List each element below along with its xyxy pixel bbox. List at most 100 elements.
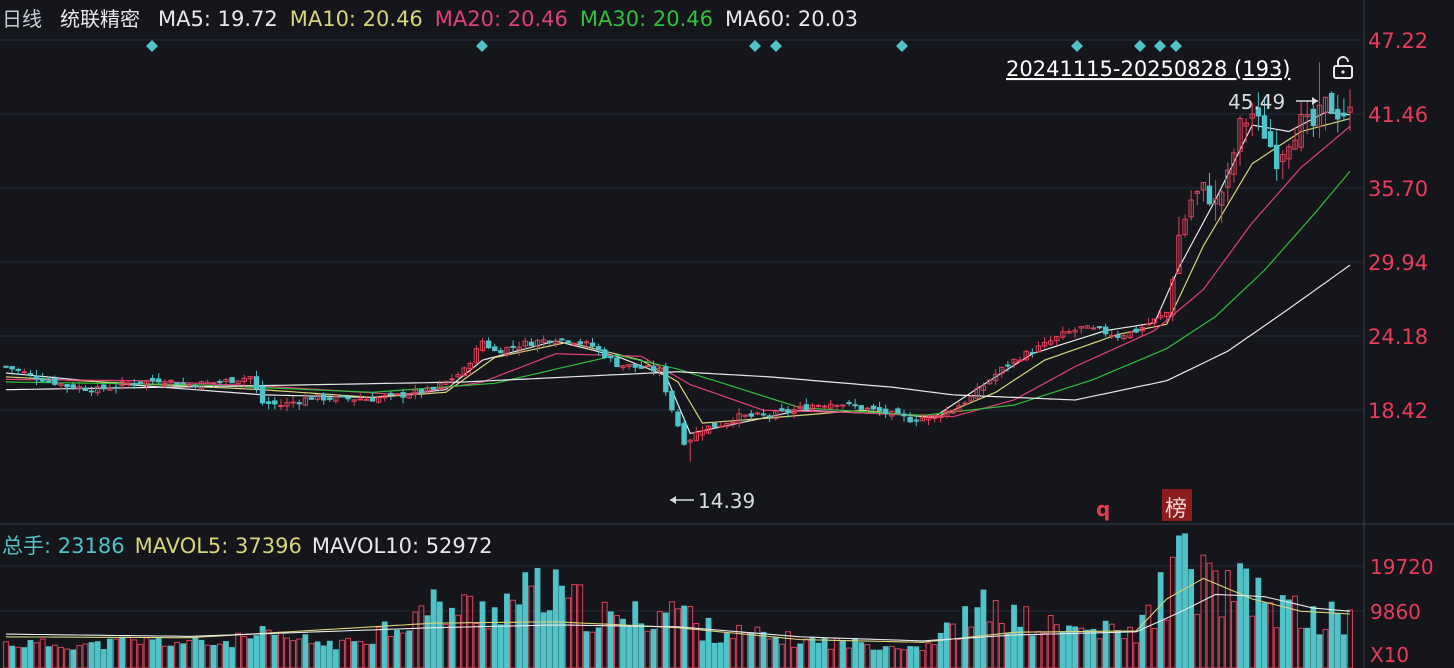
volume-bar — [161, 645, 168, 668]
volume-bar — [1194, 613, 1201, 668]
candle-body — [656, 367, 663, 372]
candle-body — [870, 405, 877, 410]
candle-body — [1157, 314, 1164, 319]
candle-body — [834, 404, 840, 407]
stock-name: 统联精密 — [60, 7, 140, 31]
candle-body — [1011, 358, 1017, 364]
candle-body — [143, 379, 150, 385]
candle-body — [828, 403, 834, 409]
ma-lines — [5, 111, 1351, 435]
volume-bar — [1004, 633, 1011, 668]
volume-bar — [1053, 624, 1060, 668]
volume-bar — [638, 623, 645, 668]
volume-bar — [876, 649, 883, 668]
event-diamond-icon — [749, 40, 761, 52]
volume-bar — [699, 640, 706, 668]
volume-bar — [449, 607, 455, 668]
candle-body — [27, 372, 34, 375]
volume-bar — [1096, 638, 1103, 668]
volume-bar — [198, 639, 205, 668]
volume-bar — [436, 601, 443, 668]
candle-body — [1023, 350, 1029, 361]
candle-body — [876, 407, 883, 412]
price-tick-label: 41.46 — [1368, 103, 1428, 127]
candle-body — [412, 389, 419, 396]
volume-bar — [106, 638, 113, 668]
candle-body — [510, 345, 516, 348]
candle-body — [1249, 113, 1255, 119]
volume-bar — [1212, 570, 1219, 668]
candle-body — [889, 410, 895, 417]
candle-body — [925, 415, 932, 421]
lock-icon[interactable] — [1333, 56, 1353, 79]
candle-body — [1041, 341, 1048, 347]
volume-bar — [1102, 620, 1109, 668]
ma-line-ma10 — [5, 118, 1351, 424]
volume-bar — [681, 605, 688, 668]
candle-body — [418, 389, 425, 394]
candle-body — [1304, 114, 1310, 118]
volume-bar — [840, 640, 846, 668]
volume-bar — [1182, 533, 1188, 668]
candle-body — [1255, 107, 1262, 117]
candle-body — [345, 396, 351, 400]
volume-bar — [565, 597, 571, 668]
candle-body — [1200, 181, 1207, 191]
candle-body — [443, 380, 449, 385]
candle-body — [583, 341, 590, 344]
candle-body — [467, 362, 473, 370]
volume-tick-label: 9860 — [1370, 600, 1421, 624]
candle-body — [1164, 311, 1170, 318]
candle-body — [858, 405, 864, 410]
volume-bar — [919, 649, 926, 668]
candle-body — [1005, 364, 1011, 367]
candle-body — [699, 430, 706, 436]
volume-bar — [1084, 629, 1091, 668]
volume-legend-item: 总手: 23186 — [2, 534, 125, 558]
bang-marker-text: 榜 — [1165, 497, 1187, 522]
volume-bar — [943, 622, 950, 668]
candle-body — [449, 378, 455, 381]
volume-bar — [1072, 626, 1078, 668]
price-tick-labels: 47.22 41.46 35.70 29.94 24.18 18.42 — [1368, 29, 1428, 423]
volume-bar — [1304, 627, 1311, 668]
candle-body — [58, 383, 64, 386]
candle-body — [595, 346, 602, 351]
candle-body — [64, 384, 70, 388]
volume-bar — [650, 628, 657, 668]
candle-body — [620, 365, 626, 369]
volume-bar — [461, 594, 468, 668]
volume-bar — [1279, 595, 1286, 668]
range-label[interactable]: 20241115-20250828 (193) — [1006, 57, 1291, 81]
volume-bar — [705, 617, 712, 668]
max-label: 45.49 — [1228, 90, 1285, 114]
period-label[interactable]: 日线 — [2, 7, 42, 31]
volume-bar — [614, 614, 620, 668]
volume-bar — [723, 633, 730, 668]
volume-bar — [864, 644, 871, 668]
volume-bar — [284, 637, 290, 668]
candle-body — [711, 422, 718, 428]
candle-body — [663, 366, 669, 393]
candle-body — [883, 408, 889, 414]
candle-body — [259, 385, 266, 404]
volume-bar — [302, 634, 309, 668]
volume-bar — [968, 626, 975, 668]
q-marker[interactable]: q — [1096, 497, 1110, 521]
volume-bar — [113, 638, 119, 668]
candle-body — [681, 422, 687, 445]
volume-bar — [186, 639, 193, 668]
bang-marker[interactable]: 榜 — [1162, 489, 1192, 522]
volume-bar — [601, 601, 608, 668]
candle-body — [1133, 328, 1139, 333]
candle-body — [632, 363, 638, 368]
volume-bar — [1145, 604, 1152, 668]
event-diamond-icon — [476, 40, 488, 52]
volume-bar — [907, 646, 914, 668]
volume-bar — [1286, 599, 1292, 668]
candle-body — [821, 405, 828, 408]
event-markers[interactable] — [146, 40, 1182, 52]
volume-bar — [119, 636, 125, 668]
volume-bar — [925, 642, 932, 668]
